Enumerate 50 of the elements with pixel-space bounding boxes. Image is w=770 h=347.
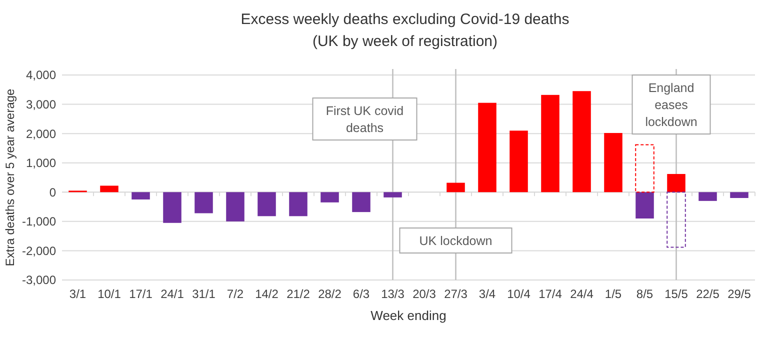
x-tick-label: 31/1: [192, 287, 216, 301]
y-tick-label: 3,000: [26, 97, 56, 112]
bar: [194, 192, 213, 214]
bar: [352, 192, 370, 212]
x-tick-label: 28/2: [318, 287, 342, 301]
ref-line-label: First UK covid deaths: [326, 104, 404, 135]
y-axis-title: Extra deaths over 5 year average: [3, 88, 17, 266]
x-tick-label: 7/2: [226, 287, 244, 301]
x-tick-label: 24/1: [160, 287, 184, 301]
ref-line-label: UK lockdown: [419, 234, 492, 248]
x-axis-title: Week ending: [370, 308, 446, 323]
x-tick-label: 13/3: [381, 287, 405, 301]
bar: [636, 192, 654, 218]
x-tick-label: 17/1: [129, 287, 153, 301]
x-tick-label: 14/2: [255, 287, 279, 301]
y-tick-label: 0: [49, 185, 56, 200]
chart-title: Excess weekly deaths excluding Covid-19 deaths: [240, 11, 570, 28]
y-tick-label: 1,000: [26, 156, 56, 170]
x-tick-label: 8/5: [636, 287, 654, 301]
bar: [320, 192, 339, 202]
x-tick-label: 15/5: [664, 287, 688, 301]
y-tick-label: -1,000: [22, 214, 56, 229]
bar: [635, 144, 654, 193]
y-tick-label: -2,000: [22, 244, 56, 258]
bar: [698, 192, 717, 201]
y-tick-label: 4,000: [26, 68, 56, 82]
y-tick-label: 2,000: [26, 126, 56, 141]
y-tick-label: -3,000: [22, 273, 56, 288]
x-tick-label: 29/5: [728, 287, 752, 301]
x-tick-label: 24/4: [570, 287, 594, 301]
x-tick-label: 10/1: [98, 287, 122, 301]
x-tick-label: 22/5: [696, 287, 720, 301]
x-tick-label: 27/3: [444, 287, 468, 301]
x-tick-label: 3/4: [478, 287, 496, 301]
bar: [163, 192, 182, 223]
x-tick-label: 3/1: [69, 287, 86, 301]
x-tick-label: 21/2: [286, 287, 310, 301]
bar: [384, 192, 402, 198]
bar: [226, 192, 244, 222]
bar: [289, 192, 308, 216]
chart-subtitle: (UK by week of registration): [312, 33, 498, 50]
bar: [730, 192, 748, 198]
bar: [258, 192, 276, 216]
x-tick-label: 17/4: [538, 287, 562, 301]
x-tick-label: 20/3: [412, 287, 436, 301]
ref-line-label: England eases lockdown: [645, 81, 698, 129]
x-tick-label: 10/4: [507, 287, 531, 301]
x-tick-label: 1/5: [604, 287, 622, 301]
bar: [132, 192, 150, 200]
x-tick-label: 6/3: [352, 287, 370, 301]
